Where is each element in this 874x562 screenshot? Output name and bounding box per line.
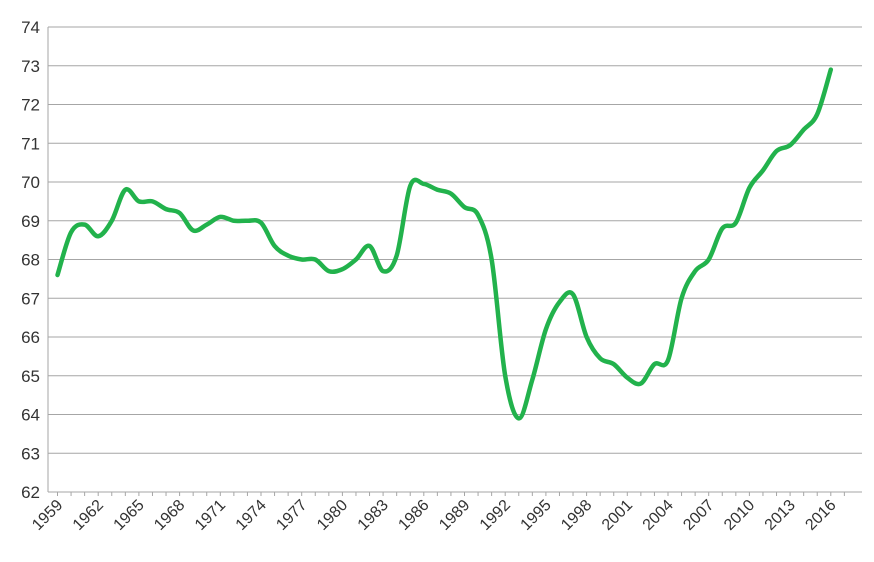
- y-tick-label: 65: [21, 367, 40, 386]
- x-tick-label: 1986: [395, 497, 432, 534]
- x-tick-label: 1965: [111, 497, 148, 534]
- y-tick-label: 73: [21, 57, 40, 76]
- y-tick-label: 70: [21, 173, 40, 192]
- x-tick-label: 2013: [762, 497, 799, 534]
- y-tick-label: 62: [21, 483, 40, 502]
- y-tick-label: 69: [21, 212, 40, 231]
- x-tick-label: 2010: [721, 497, 758, 534]
- x-tick-label: 1983: [355, 497, 392, 534]
- x-tick-label: 2004: [640, 497, 677, 534]
- y-tick-label: 68: [21, 251, 40, 270]
- x-tick-label: 1995: [518, 497, 555, 534]
- x-axis: 1959 1962 1965 1968 1971 1974 1977 1980 1983 1986…: [29, 492, 845, 534]
- x-tick-label: 1977: [273, 497, 310, 534]
- x-tick-label: 2016: [802, 497, 839, 534]
- x-tick-label: 1962: [70, 497, 107, 534]
- y-tick-label: 63: [21, 444, 40, 463]
- x-tick-label: 1959: [29, 497, 66, 534]
- y-tick-label: 71: [21, 134, 40, 153]
- gridlines: [48, 26, 862, 493]
- plot-area: [55, 67, 834, 421]
- y-tick-label: 67: [21, 289, 40, 308]
- x-tick-label: 1989: [436, 497, 473, 534]
- x-tick-label: 1974: [233, 497, 270, 534]
- x-tick-label: 2007: [680, 497, 717, 534]
- x-tick-label: 2001: [599, 497, 636, 534]
- x-tick-label: 1992: [477, 497, 514, 534]
- y-tick-label: 72: [21, 96, 40, 115]
- y-tick-label: 74: [21, 18, 40, 37]
- y-tick-label: 64: [21, 406, 40, 425]
- y-axis: 62 63 64 65 66 67 68 69 70 71 72 73 74: [21, 18, 49, 502]
- y-tick-label: 66: [21, 328, 40, 347]
- x-tick-label: 1980: [314, 497, 351, 534]
- x-tick-label: 1998: [558, 497, 595, 534]
- series-line: [55, 67, 834, 421]
- x-tick-label: 1971: [192, 497, 229, 534]
- x-tick-label: 1968: [151, 497, 188, 534]
